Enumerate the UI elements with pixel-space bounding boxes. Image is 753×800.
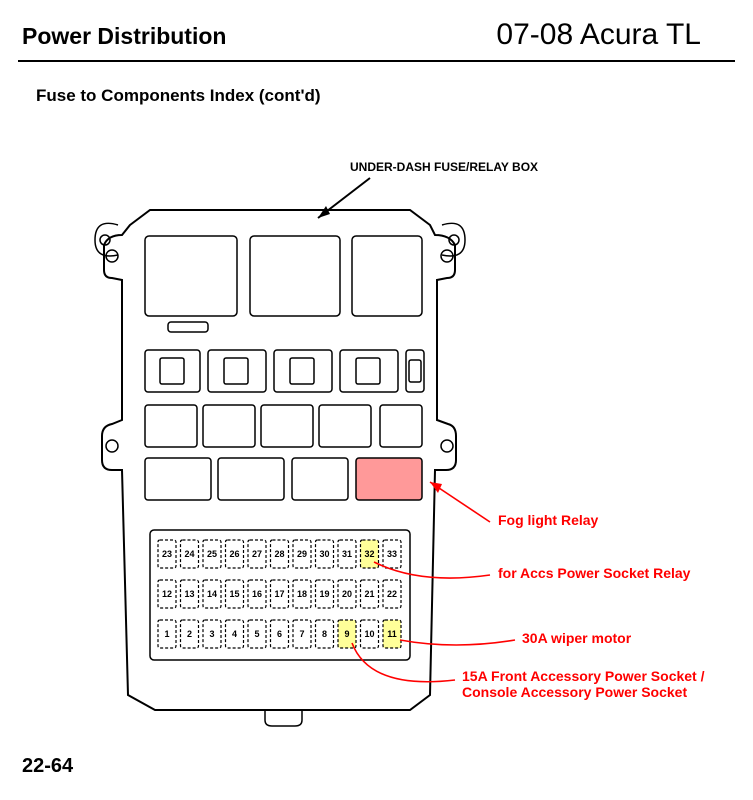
fuse-label-19: 19: [319, 589, 329, 599]
callout-under-dash: UNDER-DASH FUSE/RELAY BOX: [350, 160, 538, 174]
fuse-label-17: 17: [274, 589, 284, 599]
fuse-label-10: 10: [364, 629, 374, 639]
fuse-7: [293, 620, 311, 648]
fuse-3: [203, 620, 221, 648]
fuse-label-23: 23: [162, 549, 172, 559]
fuse-26: [226, 540, 244, 568]
fuse-label-30: 30: [319, 549, 329, 559]
fuse-label-27: 27: [252, 549, 262, 559]
fuse-10: [361, 620, 379, 648]
fuse-31: [338, 540, 356, 568]
fuse-11: [383, 620, 401, 648]
fuse-13: [181, 580, 199, 608]
fuse-label-32: 32: [364, 549, 374, 559]
fuse-label-11: 11: [387, 629, 397, 639]
fuse-label-22: 22: [387, 589, 397, 599]
fuse-15: [226, 580, 244, 608]
relay-row-2: [145, 350, 424, 392]
fuse-32: [361, 540, 379, 568]
fuse-33: [383, 540, 401, 568]
fuse-label-4: 4: [232, 629, 237, 639]
fuse-label-8: 8: [322, 629, 327, 639]
fuse-label-21: 21: [364, 589, 374, 599]
fuse-label-13: 13: [184, 589, 194, 599]
fuse-label-7: 7: [299, 629, 304, 639]
fuse-label-20: 20: [342, 589, 352, 599]
callout-arrow: [318, 178, 370, 218]
fuse-grid-outline: [150, 530, 410, 660]
fuse-label-25: 25: [207, 549, 217, 559]
page-number: 22-64: [22, 755, 73, 778]
relay-row-4: [145, 458, 422, 500]
fuse-label-33: 33: [387, 549, 397, 559]
subtitle: Fuse to Components Index (cont'd): [0, 62, 753, 106]
fuse-label-28: 28: [274, 549, 284, 559]
annotation-wiper: 30A wiper motor: [522, 630, 631, 646]
relay-row-3: [145, 405, 422, 447]
fuse-grid: 2324252627282930313233121314151617181920…: [158, 540, 401, 648]
fuse-label-18: 18: [297, 589, 307, 599]
fuse-label-29: 29: [297, 549, 307, 559]
fuse-label-24: 24: [184, 549, 194, 559]
fuse-27: [248, 540, 266, 568]
fuse-20: [338, 580, 356, 608]
fuse-label-5: 5: [254, 629, 259, 639]
fuse-18: [293, 580, 311, 608]
fuse-19: [316, 580, 334, 608]
page-title-left: Power Distribution: [22, 23, 226, 50]
annotation-front: 15A Front Accessory Power Socket / Conso…: [462, 668, 705, 700]
fuse-30: [316, 540, 334, 568]
fuse-label-3: 3: [209, 629, 214, 639]
fuse-24: [181, 540, 199, 568]
fuse-label-1: 1: [164, 629, 169, 639]
fuse-box-outline: [95, 210, 465, 726]
fuse-label-9: 9: [344, 629, 349, 639]
fuse-label-26: 26: [229, 549, 239, 559]
annotation-lines: [352, 482, 515, 682]
fuse-17: [271, 580, 289, 608]
fuse-label-2: 2: [187, 629, 192, 639]
relay-row-1: [145, 236, 422, 332]
fuse-5: [248, 620, 266, 648]
fuse-label-31: 31: [342, 549, 352, 559]
fuse-16: [248, 580, 266, 608]
fuse-4: [226, 620, 244, 648]
fuse-21: [361, 580, 379, 608]
fog-light-relay: [356, 458, 422, 500]
annotation-accs: for Accs Power Socket Relay: [498, 565, 690, 581]
fuse-25: [203, 540, 221, 568]
fuse-6: [271, 620, 289, 648]
fuse-label-15: 15: [229, 589, 239, 599]
header: Power Distribution 07-08 Acura TL: [0, 0, 753, 60]
page-title-right: 07-08 Acura TL: [496, 18, 731, 52]
fuse-9: [338, 620, 356, 648]
fuse-2: [181, 620, 199, 648]
fuse-8: [316, 620, 334, 648]
fuse-22: [383, 580, 401, 608]
fuse-14: [203, 580, 221, 608]
fuse-label-12: 12: [162, 589, 172, 599]
fuse-23: [158, 540, 176, 568]
fuse-label-6: 6: [277, 629, 282, 639]
annotation-fog: Fog light Relay: [498, 512, 598, 528]
fuse-29: [293, 540, 311, 568]
fuse-1: [158, 620, 176, 648]
fuse-12: [158, 580, 176, 608]
fuse-28: [271, 540, 289, 568]
fuse-label-14: 14: [207, 589, 217, 599]
fuse-label-16: 16: [252, 589, 262, 599]
